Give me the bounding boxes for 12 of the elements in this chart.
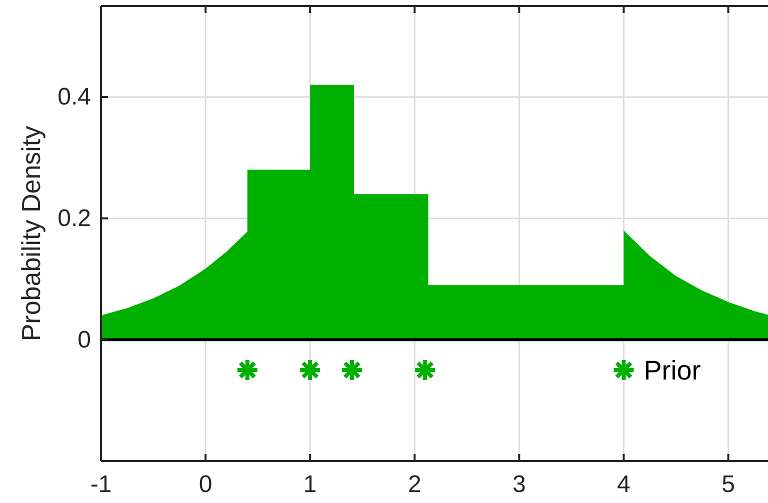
y-tick-label: 0 xyxy=(78,326,91,354)
series-label: Prior xyxy=(644,355,701,386)
y-axis-title: Probability Density xyxy=(16,126,46,342)
x-tick-label: 1 xyxy=(303,471,317,498)
x-tick-label: 4 xyxy=(617,471,630,498)
x-tick-label: -1 xyxy=(90,471,112,498)
y-tick-label: 0.2 xyxy=(58,205,91,232)
x-tick-label: 2 xyxy=(408,471,422,498)
x-tick-label: 5 xyxy=(722,471,735,498)
x-tick-label: 3 xyxy=(512,471,526,498)
x-tick-label: 0 xyxy=(198,471,212,498)
y-tick-label: 0.4 xyxy=(58,84,91,111)
